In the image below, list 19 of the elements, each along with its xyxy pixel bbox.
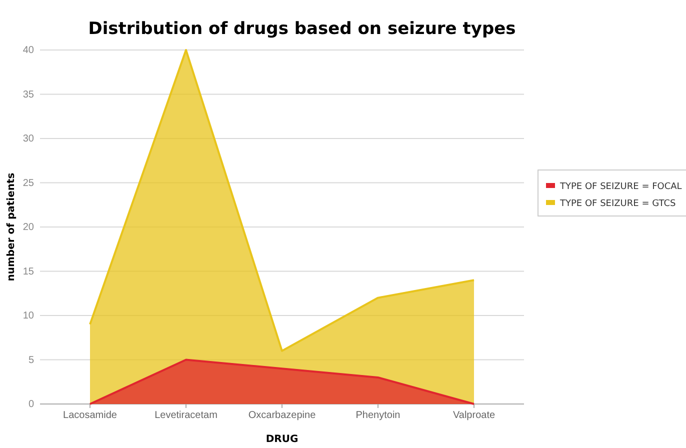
y-tick-label: 35	[22, 89, 34, 100]
chart-title: Distribution of drugs based on seizure types	[88, 19, 516, 39]
y-tick-label: 10	[22, 310, 34, 322]
y-tick-label: 20	[22, 222, 34, 234]
y-tick-label: 0	[28, 399, 34, 410]
x-tick-label: Lacosamide	[63, 410, 118, 422]
x-tick-label: Levetiracetam	[154, 410, 218, 422]
legend-label: TYPE OF SEIZURE = FOCAL	[559, 182, 682, 192]
x-axis-title: DRUG	[266, 434, 298, 445]
y-tick-label: 5	[28, 354, 34, 366]
x-tick-label: Oxcarbazepine	[248, 410, 316, 422]
y-tick-label: 40	[22, 45, 34, 56]
legend-label: TYPE OF SEIZURE = GTCS	[559, 199, 676, 209]
y-tick-label: 30	[22, 134, 34, 145]
x-tick-label: Phenytoin	[356, 410, 400, 422]
y-tick-label: 25	[22, 178, 34, 189]
x-tick-label: Valproate	[452, 410, 496, 422]
y-tick-label: 15	[22, 266, 34, 278]
y-axis-title: number of patients	[6, 172, 17, 282]
